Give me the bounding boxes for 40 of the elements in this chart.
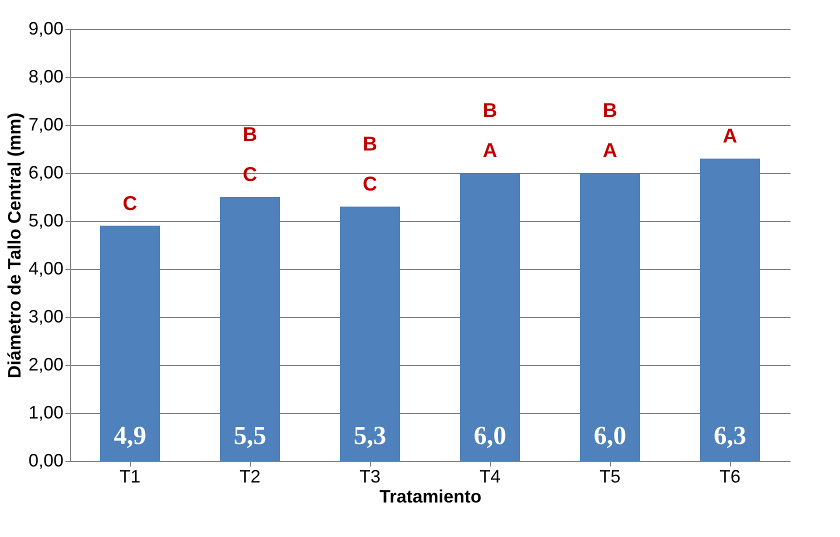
annotation: B [362, 134, 378, 156]
annotation: A [722, 126, 738, 148]
bar [340, 206, 400, 461]
y-tick-label: 9,00 [28, 18, 64, 38]
x-axis-title: Tratamiento [379, 486, 482, 506]
x-tick-label: T4 [479, 466, 501, 486]
y-tick-label: 7,00 [28, 114, 64, 134]
data-label: 5,3 [354, 421, 386, 450]
data-label: 4,9 [114, 421, 146, 450]
y-tick-label: 1,00 [28, 402, 64, 422]
annotation: B [602, 100, 618, 122]
annotation: C [242, 164, 258, 186]
y-tick-label: 0,00 [28, 450, 64, 470]
x-tick-label: T1 [119, 466, 141, 486]
annotation: A [482, 140, 498, 162]
x-tick-label: T6 [719, 466, 741, 486]
bar [460, 173, 520, 461]
bar [700, 158, 760, 461]
x-tick-label: T3 [359, 466, 381, 486]
bar [100, 226, 160, 461]
y-tick-label: 2,00 [28, 354, 64, 374]
data-label: 5,5 [234, 421, 266, 450]
data-label: 6,0 [594, 421, 626, 450]
annotation: B [242, 124, 258, 146]
x-tick-label: T2 [239, 466, 261, 486]
bar [220, 197, 280, 461]
data-label: 6,0 [474, 421, 506, 450]
annotation: A [602, 140, 618, 162]
bar [580, 173, 640, 461]
data-label: 6,3 [714, 421, 746, 450]
y-tick-label: 5,00 [28, 210, 64, 230]
y-tick-label: 3,00 [28, 306, 64, 326]
y-tick-label: 8,00 [28, 66, 64, 86]
annotation: C [362, 174, 378, 196]
y-tick-label: 4,00 [28, 258, 64, 278]
annotation: C [122, 192, 138, 215]
y-tick-label: 6,00 [28, 162, 64, 182]
y-axis-title: Diámetro de Tallo Central (mm) [4, 112, 24, 378]
annotation: B [482, 100, 498, 122]
x-tick-label: T5 [599, 466, 621, 486]
